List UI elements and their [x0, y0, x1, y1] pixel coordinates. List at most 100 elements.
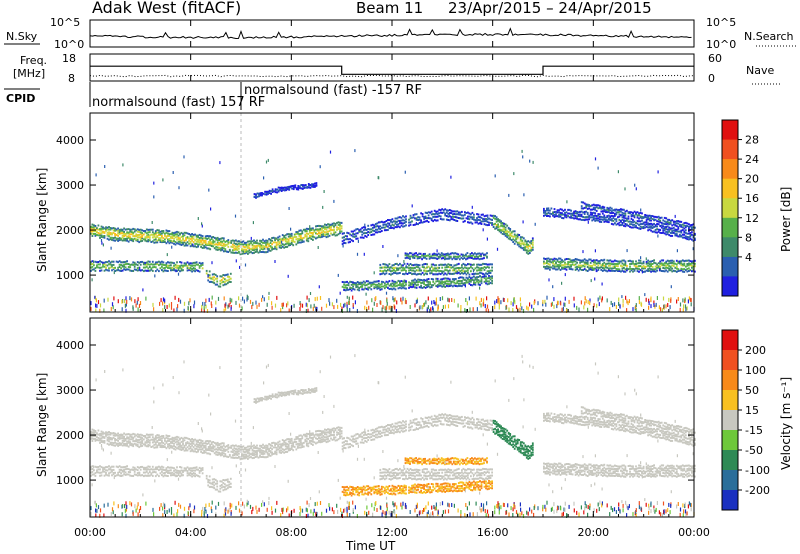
- power-noise: [126, 299, 128, 304]
- power-cell: [612, 211, 615, 214]
- power-cell: [636, 265, 639, 268]
- power-cell: [423, 220, 425, 223]
- power-cell: [167, 232, 169, 235]
- velocity-cell: [298, 434, 301, 437]
- power-noise: [90, 301, 92, 306]
- velocity-cell: [265, 446, 267, 449]
- power-cell: [115, 233, 118, 236]
- power-cell: [414, 270, 416, 273]
- power-noise: [179, 299, 182, 304]
- power-cell: [544, 211, 547, 214]
- power-noise: [225, 302, 227, 307]
- power-cell: [167, 234, 169, 237]
- velocity-cell: [315, 433, 317, 436]
- power-cell: [297, 188, 300, 191]
- power-cell: [219, 241, 222, 244]
- power-cell: [139, 263, 142, 266]
- power-noise: [258, 302, 260, 307]
- velocity-cell: [260, 446, 263, 449]
- power-noise: [176, 307, 178, 312]
- power-scatter: [594, 277, 596, 281]
- power-cell: [114, 229, 116, 232]
- power-cell: [558, 267, 560, 270]
- power-cell: [486, 280, 489, 283]
- power-cell: [435, 285, 438, 287]
- power-cell: [191, 233, 193, 235]
- power-cell: [198, 237, 201, 240]
- power-cell: [379, 225, 382, 228]
- velocity-cell: [271, 453, 273, 456]
- power-cell: [280, 187, 283, 190]
- power-cell: [219, 285, 222, 288]
- power-cell: [497, 225, 499, 228]
- power-cell: [127, 240, 130, 243]
- power-cell: [387, 229, 389, 231]
- power-cell: [91, 260, 94, 263]
- power-cell: [259, 194, 262, 197]
- power-cell: [397, 287, 400, 290]
- power-cell: [432, 267, 435, 270]
- power-cell: [176, 264, 178, 267]
- power-cell: [281, 245, 284, 248]
- power-cell: [182, 264, 184, 267]
- power-cell: [570, 216, 572, 219]
- velocity-cell: [153, 443, 156, 446]
- power-cell: [568, 267, 571, 270]
- power-cell: [186, 261, 189, 264]
- power-cell: [286, 245, 289, 248]
- power-cell: [233, 247, 236, 250]
- velocity-cell: [227, 456, 230, 458]
- power-scatter: [472, 269, 475, 273]
- velocity-cell: [179, 437, 181, 440]
- power-cell: [691, 227, 693, 230]
- power-cell: [123, 263, 125, 266]
- power-noise: [551, 301, 553, 306]
- velocity-cell: [93, 429, 95, 432]
- power-cell: [154, 231, 157, 234]
- velocity-cell: [112, 436, 115, 439]
- power-cell: [429, 267, 431, 270]
- velocity-cell: [271, 448, 273, 451]
- power-cell: [426, 219, 428, 222]
- power-cell: [586, 216, 589, 219]
- power-cell: [174, 231, 177, 234]
- power-cell: [123, 261, 125, 264]
- power-cell: [353, 229, 356, 232]
- power-cell: [412, 216, 415, 219]
- power-cell: [176, 235, 178, 238]
- power-cell: [235, 245, 237, 248]
- power-cell: [442, 257, 445, 259]
- noise-right-tick-bottom: 10^0: [706, 38, 736, 51]
- power-noise: [661, 308, 663, 313]
- power-cell: [607, 269, 610, 272]
- power-cell: [150, 267, 153, 270]
- power-cell: [349, 286, 351, 289]
- power-cell: [662, 222, 665, 225]
- power-cell: [456, 281, 459, 284]
- power-cell: [90, 261, 92, 264]
- power-cell: [577, 266, 580, 269]
- power-cell: [433, 215, 436, 218]
- power-cell: [411, 273, 413, 276]
- power-noise: [434, 301, 436, 306]
- power-cell: [393, 227, 395, 230]
- power-cell: [657, 215, 660, 218]
- power-cell: [436, 257, 439, 260]
- power-cell: [221, 248, 224, 251]
- power-cell: [574, 215, 577, 218]
- power-cell: [403, 284, 406, 287]
- power-scatter: [235, 259, 237, 263]
- power-cell: [648, 217, 651, 220]
- power-scatter: [365, 292, 367, 296]
- power-cell: [105, 268, 107, 271]
- velocity-cell: [221, 451, 224, 454]
- velocity-cell: [142, 443, 145, 446]
- power-cell: [367, 224, 370, 227]
- power-cell: [477, 252, 479, 255]
- power-scatter: [171, 245, 173, 249]
- power-cell: [445, 211, 448, 214]
- power-cell: [341, 232, 344, 235]
- power-cell: [441, 208, 444, 211]
- power-cell: [218, 246, 221, 249]
- velocity-cell: [310, 437, 313, 439]
